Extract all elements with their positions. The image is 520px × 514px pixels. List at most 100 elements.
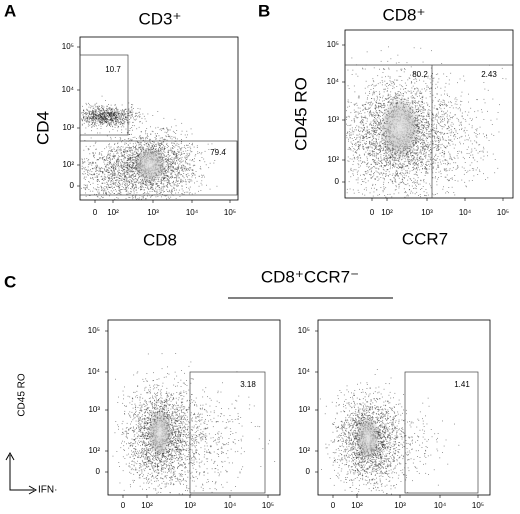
- event-dot: [102, 157, 104, 158]
- event-dot: [125, 171, 127, 173]
- event-dot: [435, 87, 436, 89]
- event-dot: [130, 171, 131, 173]
- event-dot: [125, 114, 127, 116]
- event-dot: [95, 114, 97, 116]
- event-dot: [135, 145, 137, 147]
- event-dot: [186, 175, 188, 177]
- event-dot: [88, 120, 90, 122]
- event-dot: [407, 160, 409, 162]
- event-dot: [142, 197, 144, 199]
- event-dot: [92, 118, 94, 120]
- event-dot: [123, 177, 125, 179]
- event-dot: [88, 110, 90, 112]
- event-dot: [355, 151, 356, 153]
- event-dot: [102, 171, 104, 173]
- event-dot: [375, 104, 376, 106]
- event-dot: [120, 192, 122, 193]
- event-dot: [184, 168, 186, 170]
- event-dot: [129, 110, 131, 112]
- event-dot: [94, 110, 96, 112]
- event-dot: [110, 110, 112, 112]
- event-dot: [116, 122, 117, 124]
- event-dot: [369, 111, 371, 113]
- event-dot: [171, 190, 172, 192]
- event-dot: [382, 174, 384, 176]
- event-dot: [195, 177, 196, 179]
- event-dot: [81, 168, 83, 170]
- event-dot: [427, 194, 429, 196]
- event-dot: [375, 101, 377, 103]
- event-dot: [173, 183, 175, 185]
- event-dot: [98, 173, 100, 175]
- event-dot: [94, 109, 96, 111]
- event-dot: [144, 192, 146, 194]
- event-dot: [116, 150, 117, 151]
- event-dot: [418, 107, 420, 109]
- event-dot: [367, 95, 369, 96]
- event-dot: [93, 154, 95, 156]
- event-dot: [158, 144, 160, 146]
- event-dot: [451, 117, 453, 118]
- event-dot: [147, 191, 148, 193]
- event-dot: [93, 114, 94, 116]
- event-dot: [88, 116, 90, 118]
- event-dot: [96, 167, 97, 169]
- event-dot: [103, 193, 104, 195]
- event-dot: [407, 97, 409, 99]
- event-dot: [385, 160, 387, 162]
- gate-percentage: 10.7: [105, 65, 121, 74]
- event-dot: [200, 182, 202, 184]
- event-dot: [365, 151, 367, 153]
- event-dot: [97, 179, 99, 181]
- event-dot: [103, 110, 105, 111]
- event-dot: [109, 119, 111, 121]
- event-dot: [125, 176, 127, 178]
- event-dot: [102, 123, 104, 125]
- event-dot: [112, 121, 114, 123]
- event-dot: [173, 153, 175, 155]
- event-dot: [451, 186, 453, 188]
- event-dot: [125, 162, 127, 164]
- event-dot: [353, 157, 355, 159]
- event-dot: [119, 123, 121, 125]
- event-dot: [86, 120, 88, 122]
- event-dot: [131, 115, 133, 117]
- event-dot: [175, 177, 177, 179]
- event-dot: [165, 165, 167, 167]
- event-dot: [149, 145, 151, 147]
- event-dot: [388, 85, 390, 86]
- event-dot: [115, 110, 117, 112]
- event-dot: [369, 174, 370, 175]
- event-dot: [159, 187, 161, 188]
- event-dot: [186, 169, 188, 171]
- event-dot: [451, 170, 453, 171]
- event-dot: [127, 174, 129, 175]
- event-dot: [419, 93, 421, 94]
- event-dot: [170, 147, 172, 149]
- event-dot: [131, 174, 133, 176]
- event-dot: [379, 127, 381, 129]
- event-dot: [119, 180, 120, 182]
- event-dot: [94, 142, 96, 144]
- event-dot: [96, 118, 98, 120]
- event-dot: [365, 172, 367, 174]
- event-dot: [129, 164, 130, 166]
- event-dot: [483, 155, 485, 157]
- event-dot: [164, 195, 166, 197]
- event-dot: [100, 115, 101, 116]
- event-dot: [83, 162, 84, 164]
- event-dot: [387, 101, 389, 103]
- event-dot: [157, 196, 159, 197]
- event-dot: [415, 102, 416, 104]
- event-dot: [128, 147, 130, 149]
- event-dot: [113, 123, 115, 125]
- event-dot: [139, 186, 141, 188]
- event-dot: [204, 176, 205, 178]
- event-dot: [92, 125, 94, 126]
- event-dot: [111, 113, 112, 115]
- event-dot: [155, 127, 157, 129]
- event-dot: [86, 116, 88, 118]
- event-dot: [111, 150, 113, 152]
- event-dot: [179, 161, 181, 162]
- event-dot: [444, 124, 445, 126]
